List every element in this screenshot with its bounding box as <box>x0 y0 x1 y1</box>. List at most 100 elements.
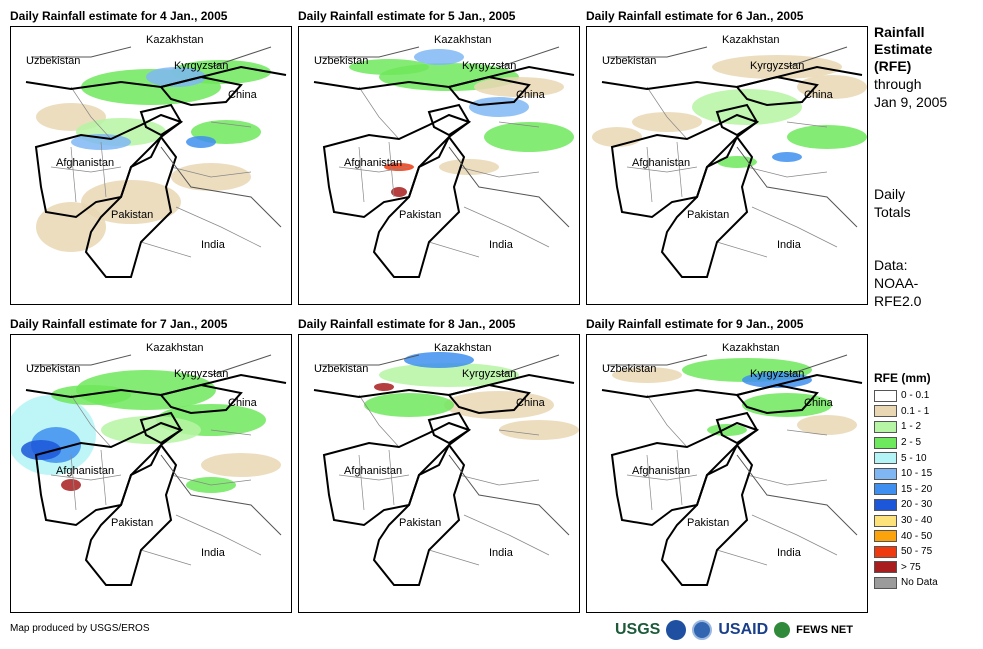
province-boundary <box>786 429 828 436</box>
legend-label: 1 - 2 <box>901 421 922 433</box>
legend-label: 0.1 - 1 <box>901 405 930 417</box>
country-label-uzbekistan: Uzbekistan <box>26 55 81 67</box>
neighbor-boundary <box>210 46 272 68</box>
country-boundary <box>84 443 178 586</box>
country-label-kyrgyzstan: Kyrgyzstan <box>750 60 805 72</box>
legend-label: 0 - 0.1 <box>901 390 930 402</box>
neighbor-boundary <box>319 46 420 58</box>
province-boundary <box>676 141 683 198</box>
legend-title: RFE (mm) <box>874 371 931 385</box>
map-panel-jan6: Daily Rainfall estimate for 6 Jan., 2005… <box>586 9 868 305</box>
neighbor-boundary <box>160 454 282 536</box>
province-boundary <box>646 454 653 511</box>
rainfall-area <box>349 59 429 75</box>
data-label: Data: <box>874 257 908 273</box>
rainfall-area <box>484 122 574 152</box>
country-label-india: India <box>777 239 801 251</box>
country-label-kyrgyzstan: Kyrgyzstan <box>750 368 805 380</box>
rainfall-area <box>101 416 201 444</box>
country-label-afghanistan: Afghanistan <box>56 465 115 477</box>
province-boundary <box>463 206 550 248</box>
rainfall-area <box>61 479 81 491</box>
rainfall-area <box>692 89 802 125</box>
country-label-uzbekistan: Uzbekistan <box>314 55 369 67</box>
province-boundary <box>338 166 410 173</box>
province-boundary <box>358 146 365 203</box>
province-boundary <box>458 474 540 486</box>
country-boundary <box>610 421 760 527</box>
rainfall-area <box>592 127 642 147</box>
province-boundary <box>358 86 400 140</box>
rainfall-area <box>717 156 757 168</box>
map-frame: Kazakhstan Uzbekistan Kyrgyzstan China Afgha… <box>298 334 580 613</box>
legend-item: No Data <box>874 575 938 591</box>
map-panel-jan4: Daily Rainfall estimate for 4 Jan., 2005… <box>10 9 292 305</box>
rainfall-area <box>201 453 281 477</box>
country-boundary <box>715 103 759 137</box>
province-boundary <box>358 394 400 448</box>
country-boundary <box>372 443 466 586</box>
country-label-kyrgyzstan: Kyrgyzstan <box>174 60 229 72</box>
usgs-logo: USGS <box>615 621 661 638</box>
legend-label: 10 - 15 <box>901 468 933 480</box>
legend-item: 5 - 10 <box>874 450 938 466</box>
agency-logos: USGS USAID FEWS NET <box>615 616 853 644</box>
rainfall-area <box>379 363 519 387</box>
country-boundary <box>601 373 863 399</box>
country-label-india: India <box>777 547 801 559</box>
province-boundary <box>458 166 540 178</box>
country-label-kyrgyzstan: Kyrgyzstan <box>174 368 229 380</box>
neighbor-boundary <box>210 354 272 376</box>
rainfall-area <box>404 352 474 368</box>
province-boundary <box>463 514 550 556</box>
rainfall-map <box>313 46 575 278</box>
panel-title: Daily Rainfall estimate for 8 Jan., 2005 <box>298 317 516 331</box>
panel-title: Daily Rainfall estimate for 4 Jan., 2005 <box>10 9 228 23</box>
map-frame: Kazakhstan Uzbekistan Kyrgyzstan China Afgha… <box>586 334 868 613</box>
legend-swatch <box>874 530 897 543</box>
legend-label: 2 - 5 <box>901 437 922 449</box>
panel-title: Daily Rainfall estimate for 6 Jan., 2005 <box>586 9 804 23</box>
province-boundary <box>746 474 828 486</box>
neighbor-boundary <box>31 354 132 366</box>
country-label-china: China <box>804 89 833 101</box>
legend-swatch <box>874 436 897 449</box>
country-label-india: India <box>201 547 225 559</box>
province-boundary <box>716 549 768 566</box>
totals-text: Totals <box>874 204 911 220</box>
rainfall-area <box>439 159 499 175</box>
province-boundary <box>626 166 698 173</box>
rainfall-area <box>612 367 682 383</box>
country-label-afghanistan: Afghanistan <box>56 157 115 169</box>
province-boundary <box>751 514 838 556</box>
rfe-title-line: Rainfall <box>874 24 925 40</box>
country-boundary <box>322 421 472 527</box>
legend-swatch <box>874 561 897 574</box>
country-boundary <box>139 411 183 445</box>
legend-label: 15 - 20 <box>901 483 933 495</box>
rainfall-map <box>25 46 287 278</box>
through-text: through <box>874 76 922 92</box>
rfe-period: through Jan 9, 2005 <box>874 75 947 111</box>
map-panel-jan5: Daily Rainfall estimate for 5 Jan., 2005… <box>298 9 580 305</box>
map-frame: Kazakhstan Uzbekistan Kyrgyzstan China Afgha… <box>10 26 292 305</box>
country-label-china: China <box>228 397 257 409</box>
province-boundary <box>70 146 77 203</box>
province-boundary <box>210 429 252 436</box>
legend-item: > 75 <box>874 560 938 576</box>
neighbor-boundary <box>498 354 560 376</box>
legend-item: 20 - 30 <box>874 497 938 513</box>
country-label-india: India <box>489 547 513 559</box>
map-frame: Kazakhstan Uzbekistan Kyrgyzstan China Afgha… <box>10 334 292 613</box>
legend-swatch <box>874 498 897 511</box>
neighbor-boundary <box>736 454 858 536</box>
through-date: Jan 9, 2005 <box>874 94 948 110</box>
rainfall-area <box>364 393 454 417</box>
neighbor-boundary <box>160 146 282 228</box>
province-boundary <box>646 394 688 448</box>
country-boundary <box>313 65 575 91</box>
country-boundary <box>34 113 184 219</box>
province-boundary <box>428 549 480 566</box>
country-label-kazakhstan: Kazakhstan <box>722 342 780 354</box>
rainfall-map <box>592 46 867 278</box>
